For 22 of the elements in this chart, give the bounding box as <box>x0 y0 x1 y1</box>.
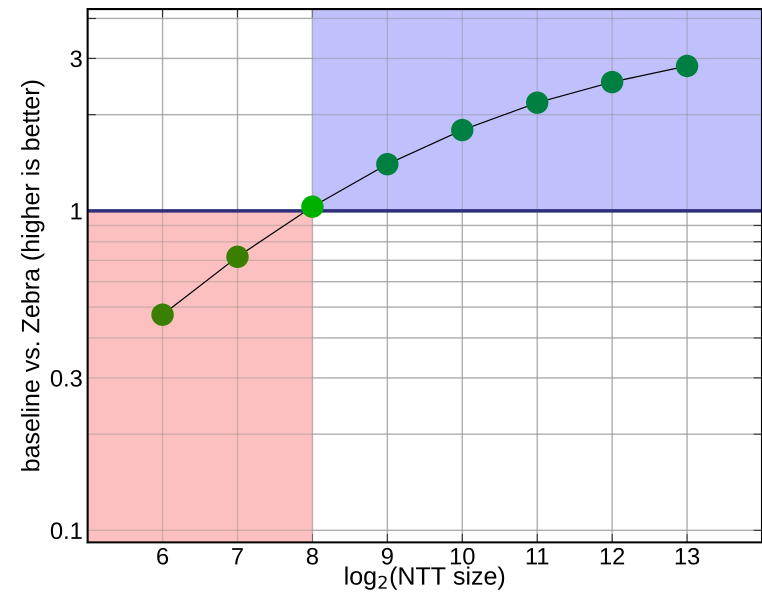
y-tick-label: 0.3 <box>50 370 82 387</box>
x-tick-label: 7 <box>232 548 243 564</box>
x-tick-label: 8 <box>306 548 318 565</box>
x-tick-label: 6 <box>157 548 168 565</box>
point <box>376 152 399 176</box>
point <box>451 118 474 142</box>
point <box>676 54 698 78</box>
point <box>226 246 249 268</box>
x-tick-label: 11 <box>526 548 548 564</box>
y-axis-title: baseline vs. Zebra (higher is better) <box>21 80 44 471</box>
point <box>600 70 624 94</box>
x-tick-label: 13 <box>676 548 700 565</box>
x-tick-label: 9 <box>382 548 393 565</box>
x-tick-label: 10 <box>450 548 474 565</box>
y-tick-label: 1 <box>71 203 82 220</box>
x-tick-label: 12 <box>600 548 624 564</box>
y-tick-label: 0.1 <box>50 522 82 540</box>
x-axis-title: log$_{2}$(NTT size) <box>345 566 504 590</box>
point <box>151 304 174 326</box>
y-tick-label: 3 <box>70 50 82 68</box>
point <box>301 196 324 218</box>
point <box>526 92 548 114</box>
